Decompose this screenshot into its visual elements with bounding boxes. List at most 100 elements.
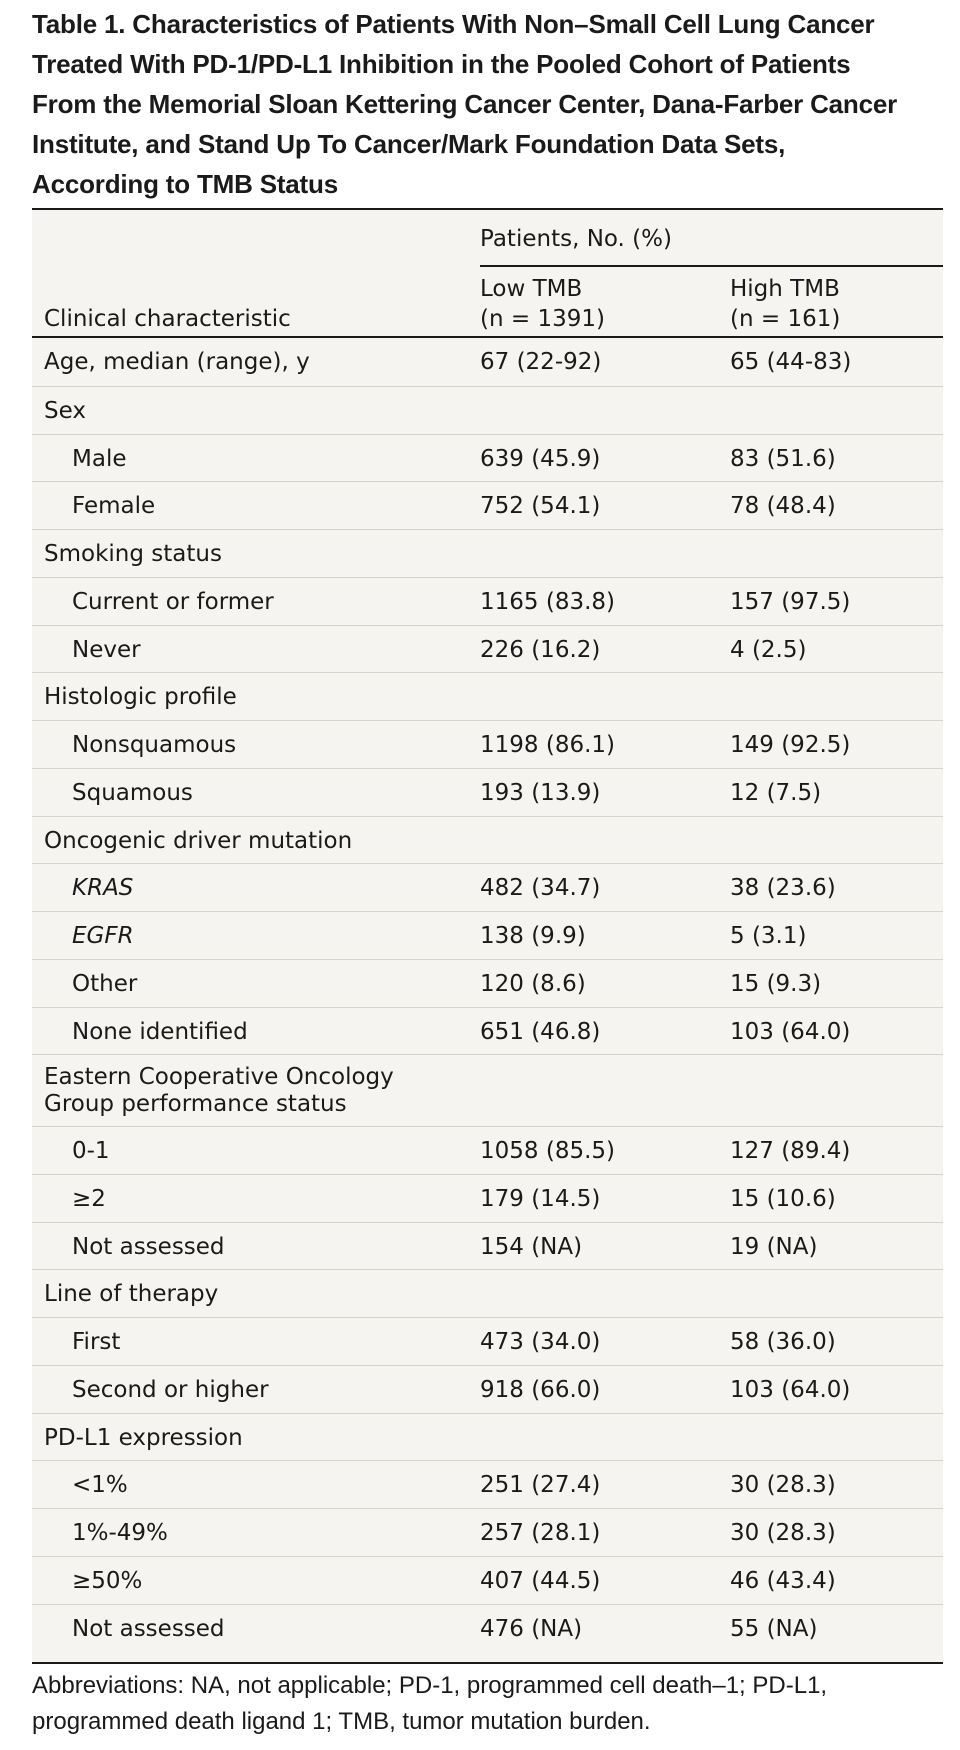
- row-label: KRAS: [72, 873, 133, 903]
- high-tmb-header-line: High TMB: [730, 276, 840, 302]
- row-label-text: First: [72, 1329, 121, 1355]
- row-label-text: Group performance status: [44, 1091, 347, 1118]
- low-tmb-value: 651 (46.8): [480, 1018, 601, 1045]
- row-label: Sex: [44, 396, 86, 426]
- high-tmb-value: 4 (2.5): [730, 636, 807, 663]
- title-line: From the Memorial Sloan Kettering Cancer…: [32, 89, 898, 119]
- table-row: Not assessed 154 (NA) 19 (NA): [32, 1221, 943, 1271]
- low-tmb-value: 193 (13.9): [480, 779, 601, 806]
- table-row: ≥2 179 (14.5) 15 (10.6): [32, 1173, 943, 1223]
- row-label: Other: [72, 969, 137, 999]
- row-label: Female: [72, 491, 155, 521]
- row-label: Line of therapy: [44, 1279, 218, 1309]
- high-tmb-column-header: High TMB (n = 161): [730, 274, 840, 334]
- high-tmb-value: 19 (NA): [730, 1233, 818, 1260]
- low-tmb-header-line: Low TMB: [480, 276, 583, 302]
- table-row: Second or higher 918 (66.0) 103 (64.0): [32, 1364, 943, 1414]
- low-tmb-value: 1198 (86.1): [480, 732, 616, 758]
- low-tmb-column-header: Low TMB (n = 1391): [480, 274, 605, 334]
- high-tmb-value: 58 (36.0): [730, 1329, 836, 1355]
- row-label-text: Smoking status: [44, 541, 222, 567]
- low-tmb-value: 639 (45.9): [480, 445, 601, 472]
- row-label: Age, median (range), y: [44, 347, 310, 377]
- row-label-text: 0-1: [72, 1138, 110, 1164]
- high-tmb-value: 78 (48.4): [730, 493, 836, 520]
- row-label-text: EGFR: [72, 923, 134, 949]
- row-label-text: Eastern Cooperative Oncology: [44, 1064, 394, 1091]
- row-label: Eastern Cooperative Oncology Group perfor…: [44, 1064, 394, 1118]
- row-label: 1%-49%: [72, 1518, 168, 1548]
- low-tmb-value: 476 (NA): [480, 1615, 583, 1642]
- table-row: None identified 651 (46.8) 103 (64.0): [32, 1006, 943, 1056]
- low-tmb-value: 482 (34.7): [480, 875, 601, 902]
- table-title: Table 1. Characteristics of Patients Wit…: [32, 4, 932, 204]
- high-tmb-value: 65 (44-83): [730, 349, 852, 375]
- high-tmb-value: 15 (10.6): [730, 1185, 836, 1212]
- title-line: According to TMB Status: [32, 169, 338, 199]
- high-tmb-value: 5 (3.1): [730, 923, 807, 949]
- row-label-text: Nonsquamous: [72, 732, 237, 758]
- table-row: Age, median (range), y 67 (22-92) 65 (44-8…: [32, 338, 943, 386]
- table-row: <1% 251 (27.4) 30 (28.3): [32, 1460, 943, 1509]
- characteristics-table: Patients, No. (%) Clinical characteristi…: [32, 208, 943, 1664]
- low-tmb-value: 179 (14.5): [480, 1185, 601, 1212]
- high-tmb-value: 30 (28.3): [730, 1520, 836, 1546]
- table-row: Squamous 193 (13.9) 12 (7.5): [32, 767, 943, 817]
- low-tmb-value: 752 (54.1): [480, 493, 601, 520]
- footnote-line: programmed death ligand 1; TMB, tumor mu…: [32, 1708, 651, 1735]
- high-tmb-value: 12 (7.5): [730, 779, 822, 806]
- row-label: EGFR: [72, 921, 134, 951]
- row-label-text: Squamous: [72, 779, 193, 806]
- high-tmb-value: 38 (23.6): [730, 875, 836, 902]
- row-label-text: <1%: [72, 1472, 128, 1499]
- table-row: First 473 (34.0) 58 (36.0): [32, 1317, 943, 1366]
- row-label: Oncogenic driver mutation: [44, 826, 352, 856]
- low-tmb-value: 138 (9.9): [480, 923, 586, 949]
- table-row: Oncogenic driver mutation: [32, 815, 943, 865]
- high-tmb-value: 149 (92.5): [730, 732, 851, 758]
- table-row: 0-1 1058 (85.5) 127 (89.4): [32, 1126, 943, 1175]
- high-tmb-value: 55 (NA): [730, 1615, 818, 1642]
- high-tmb-header-line: (n = 161): [730, 306, 841, 332]
- low-tmb-value: 251 (27.4): [480, 1472, 601, 1499]
- title-line: Treated With PD-1/PD-L1 Inhibition in th…: [32, 49, 851, 79]
- row-label: ≥50%: [72, 1566, 142, 1596]
- table-row: Nonsquamous 1198 (86.1) 149 (92.5): [32, 720, 943, 769]
- row-label-text: PD-L1 expression: [44, 1424, 243, 1451]
- table-row: Current or former 1165 (83.8) 157 (97.5): [32, 576, 943, 626]
- table-row: 1%-49% 257 (28.1) 30 (28.3): [32, 1508, 943, 1557]
- characteristic-column-header: Clinical characteristic: [44, 304, 291, 334]
- row-label: <1%: [72, 1470, 128, 1500]
- row-label-text: ≥50%: [72, 1567, 143, 1594]
- table-row: Never 226 (16.2) 4 (2.5): [32, 624, 943, 674]
- table-row: Not assessed 476 (NA) 55 (NA): [32, 1603, 943, 1653]
- table-row: KRAS 482 (34.7) 38 (23.6): [32, 863, 943, 912]
- patients-group-header: Patients, No. (%): [480, 226, 672, 252]
- low-tmb-value: 67 (22-92): [480, 349, 602, 375]
- row-label: 0-1: [72, 1136, 110, 1166]
- row-label: Male: [72, 444, 126, 474]
- row-label-text: 1%-49%: [72, 1520, 168, 1546]
- row-label: Nonsquamous: [72, 730, 236, 760]
- footnote-line: Abbreviations: NA, not applicable; PD-1,…: [32, 1672, 828, 1699]
- title-line: Table 1. Characteristics of Patients Wit…: [32, 9, 875, 39]
- high-tmb-value: 30 (28.3): [730, 1472, 836, 1499]
- low-tmb-header-line: (n = 1391): [480, 306, 605, 332]
- row-label-text: Age, median (range), y: [44, 349, 310, 375]
- table-row: Histologic profile: [32, 672, 943, 721]
- row-label-text: Female: [72, 493, 156, 520]
- high-tmb-value: 103 (64.0): [730, 1018, 851, 1045]
- table-row: Line of therapy: [32, 1269, 943, 1318]
- row-label-text: Other: [72, 970, 138, 997]
- table-row: Smoking status: [32, 529, 943, 578]
- row-label-text: Male: [72, 445, 127, 472]
- row-label: PD-L1 expression: [44, 1423, 243, 1453]
- table-row: ≥50% 407 (44.5) 46 (43.4): [32, 1555, 943, 1605]
- low-tmb-value: 154 (NA): [480, 1233, 583, 1260]
- table-row: Sex: [32, 385, 943, 435]
- row-label-text: Sex: [44, 397, 86, 424]
- row-label: Current or former: [72, 587, 274, 617]
- row-label-text: Histologic profile: [44, 684, 237, 711]
- high-tmb-value: 15 (9.3): [730, 970, 822, 997]
- row-label: Not assessed: [72, 1614, 225, 1644]
